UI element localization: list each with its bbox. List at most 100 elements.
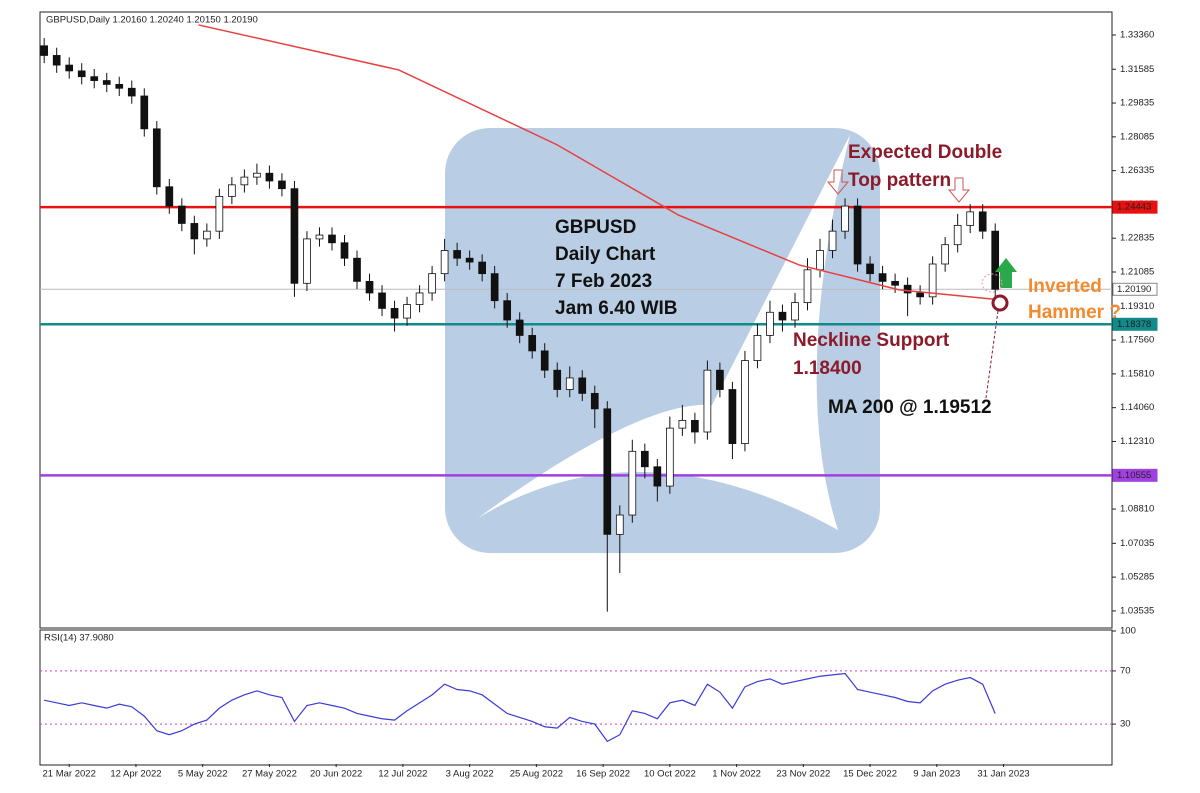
candle-body	[741, 360, 749, 444]
candle-body	[127, 87, 136, 97]
rsi-tick-label: 30	[1120, 719, 1131, 730]
rsi-tick-label: 70	[1120, 665, 1131, 676]
candle-body	[540, 350, 549, 371]
candle-body	[365, 280, 374, 294]
candle-body	[240, 176, 249, 186]
annotation: 1.18400	[793, 358, 862, 379]
x-tick-label: 5 May 2022	[178, 769, 228, 780]
candle-body	[565, 377, 574, 390]
x-tick-label: 21 Mar 2022	[43, 769, 96, 780]
x-tick-label: 12 Jul 2022	[378, 769, 427, 780]
candle-body	[190, 223, 199, 240]
candle-body	[866, 263, 874, 275]
candle-body	[328, 234, 336, 244]
candle-body	[115, 84, 124, 89]
y-tick-label: 1.28085	[1120, 131, 1154, 142]
level-tag	[1112, 468, 1158, 482]
candle-body	[753, 335, 762, 361]
x-tick-label: 16 Sep 2022	[576, 769, 630, 780]
up-arrow	[995, 258, 1017, 288]
candle-body	[778, 311, 787, 321]
rsi-line	[44, 672, 996, 743]
candle-body	[791, 302, 799, 321]
x-tick-label: 10 Oct 2022	[644, 769, 696, 780]
candle-body	[728, 389, 737, 444]
level-tag	[1112, 200, 1158, 214]
annotation: MA 200 @ 1.19512	[828, 397, 992, 418]
watermark-logo	[478, 135, 850, 530]
candle-body	[52, 55, 61, 66]
x-tick-label: 12 Apr 2022	[110, 769, 161, 780]
y-tick-label: 1.12310	[1120, 436, 1154, 447]
candle-body	[152, 128, 161, 188]
x-tick-label: 1 Nov 2022	[712, 769, 761, 780]
candle-body	[390, 308, 399, 319]
candle-body	[303, 238, 311, 284]
candle-body	[515, 319, 524, 336]
candle-body	[991, 230, 1000, 290]
candle-body	[40, 45, 49, 56]
candle-body	[828, 230, 837, 251]
candle-body	[403, 304, 411, 319]
candle-body	[953, 224, 962, 246]
y-tick-label: 1.08810	[1120, 504, 1154, 515]
candle-body	[703, 369, 712, 433]
header: GBPUSD,Daily 1.20160 1.20240 1.20150 1.2…	[46, 15, 258, 26]
y-tick-label: 1.33360	[1120, 29, 1154, 40]
candle-body	[102, 80, 111, 85]
x-tick-label: 15 Dec 2022	[843, 769, 897, 780]
candle-body	[315, 234, 324, 240]
candle-body	[891, 280, 899, 286]
x-tick-label: 20 Jun 2022	[310, 769, 362, 780]
candle-body	[766, 311, 774, 336]
candle-body	[553, 369, 562, 390]
annotation: 7 Feb 2023	[555, 271, 652, 292]
y-tick-label: 1.22835	[1120, 233, 1154, 244]
candle-body	[903, 284, 912, 294]
x-tick-label: 31 Jan 2023	[977, 769, 1029, 780]
candle-body	[77, 70, 86, 78]
x-tick-label: 27 May 2022	[242, 769, 297, 780]
candle-body	[615, 514, 624, 535]
candle-body	[666, 427, 674, 487]
candle-body	[490, 273, 499, 302]
candle-body	[478, 261, 486, 275]
rsi-panel	[39, 629, 1113, 766]
candle-highlight	[981, 273, 1003, 293]
candle-body	[853, 205, 862, 265]
candle-body	[590, 392, 599, 410]
level-label: 1.10555	[1117, 470, 1151, 481]
y-tick-label: 1.21085	[1120, 267, 1154, 278]
annotation: Daily Chart	[555, 244, 656, 265]
candle-body	[228, 184, 236, 197]
candle-body	[290, 188, 299, 284]
y-tick-label: 1.31585	[1120, 64, 1154, 75]
candle-body	[578, 377, 587, 394]
candle-body	[253, 172, 261, 178]
x-tick-label: 9 Jan 2023	[913, 769, 960, 780]
candle-body	[177, 205, 186, 224]
candle-body	[415, 292, 424, 305]
candle-body	[453, 250, 461, 259]
annotation: Hammer ?	[1028, 302, 1121, 323]
y-tick-label: 1.19310	[1120, 301, 1154, 312]
candle-body	[140, 95, 149, 130]
candle-body	[215, 196, 224, 232]
candle-body	[340, 242, 349, 259]
candle-body	[503, 300, 512, 321]
candle-body	[428, 273, 436, 294]
candle-body	[65, 64, 74, 72]
down-arrow	[826, 169, 850, 195]
annotation: Neckline Support	[793, 330, 950, 351]
annotation: Top pattern	[848, 170, 951, 191]
level-label: 1.24443	[1117, 202, 1151, 213]
candle-body	[278, 180, 286, 190]
candle-body	[653, 466, 662, 487]
level-label: 1.18378	[1117, 319, 1151, 330]
candle-body	[941, 244, 949, 265]
candle-body	[716, 369, 724, 390]
down-arrow	[947, 177, 971, 203]
annotation: Jam 6.40 WIB	[555, 298, 678, 319]
candle-body	[841, 205, 849, 232]
